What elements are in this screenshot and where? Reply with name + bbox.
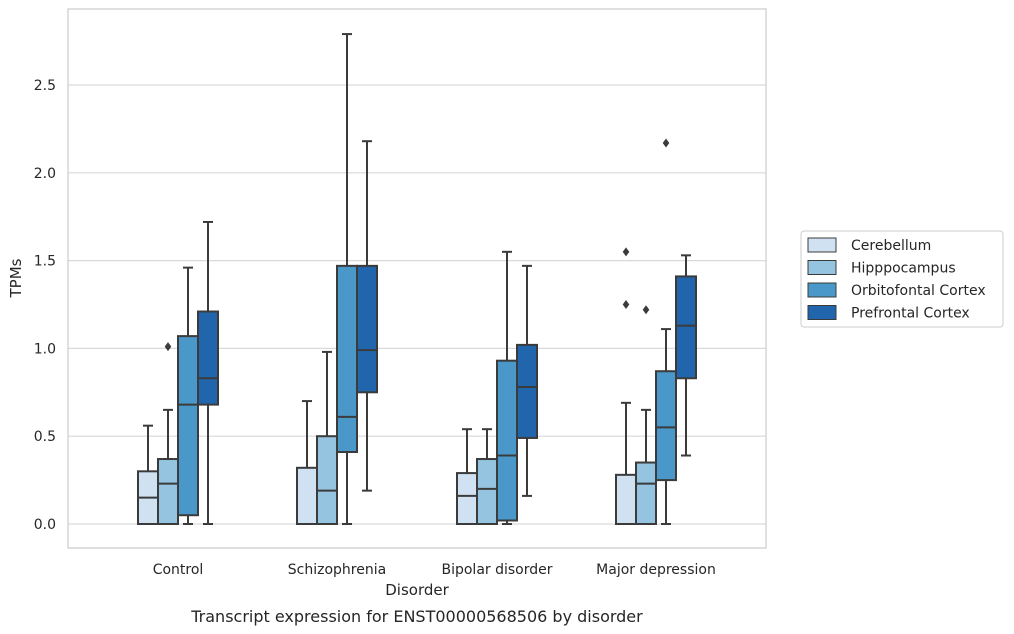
boxes-layer	[137, 33, 697, 526]
box-group	[316, 350, 338, 526]
box	[316, 435, 338, 526]
legend-label: Hipppocampus	[851, 261, 956, 277]
plot-frame	[67, 8, 767, 549]
legend-label: Prefrontal Cortex	[851, 306, 970, 322]
outlier-point	[642, 305, 650, 315]
box	[675, 275, 697, 380]
box	[336, 264, 358, 454]
box	[516, 343, 538, 439]
y-tick-label: 0.5	[34, 429, 56, 445]
legend-swatch	[807, 237, 837, 253]
legend-label: Cerebellum	[851, 238, 931, 254]
box-group	[496, 250, 518, 525]
box-group	[635, 305, 657, 526]
box-group	[456, 428, 478, 525]
x-tick-label: Schizophrenia	[288, 562, 386, 578]
box-group	[615, 247, 637, 525]
box-group	[336, 33, 358, 525]
box	[197, 310, 219, 406]
box	[157, 458, 179, 526]
y-tick-label: 2.5	[34, 78, 56, 94]
box-group	[296, 400, 318, 526]
outlier-point	[662, 138, 670, 148]
legend-swatch	[807, 282, 837, 298]
box-group	[157, 342, 179, 526]
y-tick-label: 0.0	[34, 517, 56, 533]
x-tick-label: Major depression	[596, 562, 716, 578]
box-group	[476, 428, 498, 526]
y-tick-label: 1.0	[34, 341, 56, 357]
box	[655, 370, 677, 482]
outlier-point	[622, 300, 630, 309]
box	[456, 472, 478, 525]
legend-swatch	[807, 260, 837, 275]
y-tick-labels: 0.0 0.5 1.0 1.5 2.0 2.5	[34, 78, 56, 533]
box	[496, 359, 518, 522]
box-group	[675, 254, 697, 457]
outlier-point	[622, 247, 630, 257]
box-group	[516, 264, 538, 497]
y-tick-label: 1.5	[34, 254, 56, 270]
legend: Cerebellum Hipppocampus Orbitofontal Corte…	[800, 230, 1004, 328]
box	[296, 466, 318, 526]
x-tick-label: Bipolar disorder	[441, 562, 552, 578]
box-group	[137, 424, 159, 526]
x-axis-title: Disorder	[385, 581, 449, 599]
legend-frame	[800, 230, 1004, 328]
box	[356, 264, 378, 394]
box	[635, 461, 657, 526]
y-tick-label: 2.0	[34, 166, 56, 182]
chart-caption: Transcript expression for ENST0000056850…	[190, 607, 643, 626]
x-tick-label: Control	[153, 562, 204, 578]
box-group	[356, 140, 378, 492]
box-group	[197, 220, 219, 525]
box	[476, 458, 498, 526]
outlier-point	[164, 342, 172, 352]
legend-label: Orbitofontal Cortex	[851, 283, 986, 299]
box	[615, 473, 637, 525]
x-tick-labels: Control Schizophrenia Bipolar disorder Majo…	[153, 562, 716, 578]
box-group	[177, 266, 199, 525]
box-group	[655, 138, 677, 525]
y-axis-title: TPMs	[7, 258, 25, 298]
box	[177, 335, 199, 517]
legend-swatch	[807, 305, 837, 320]
